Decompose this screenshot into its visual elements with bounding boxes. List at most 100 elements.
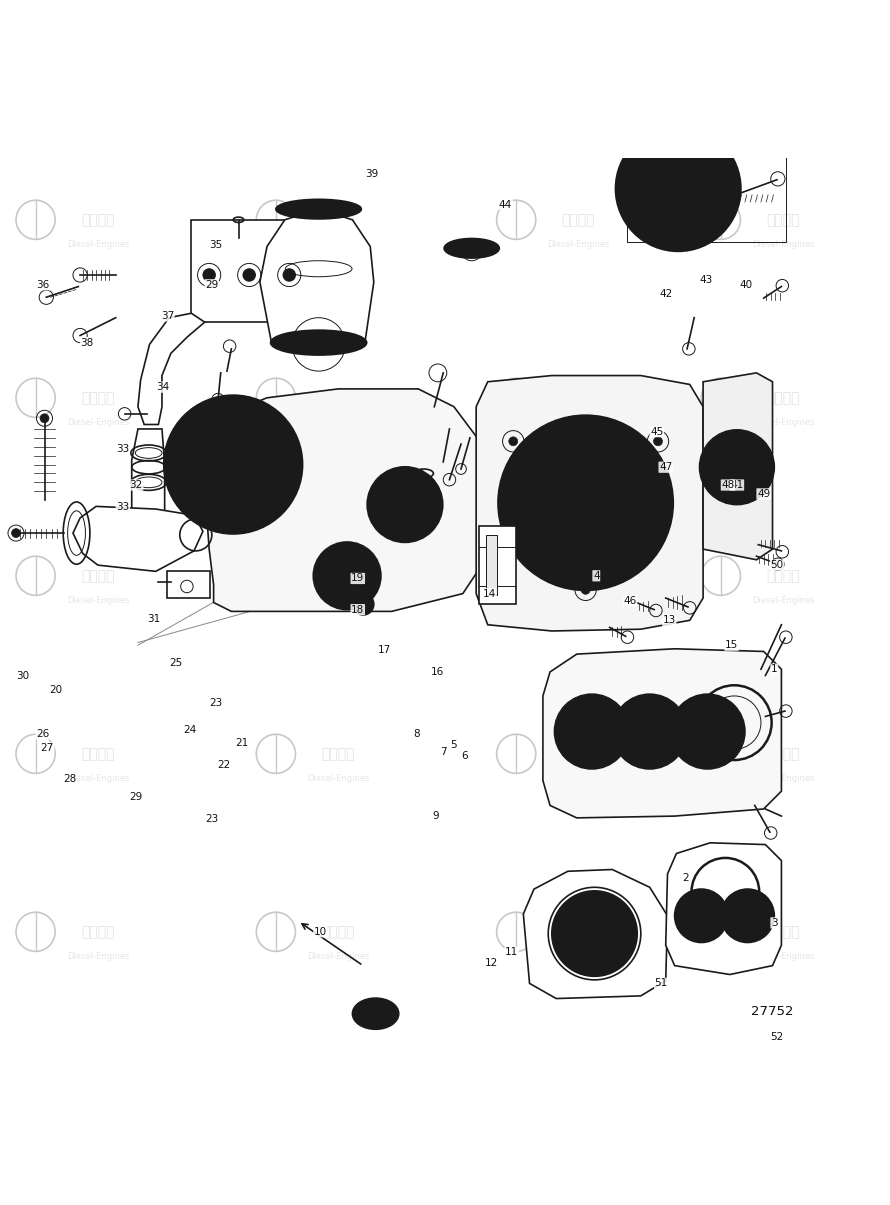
Text: 9: 9 xyxy=(433,811,440,821)
Text: 30: 30 xyxy=(17,671,29,681)
Circle shape xyxy=(313,542,381,610)
Text: Diesel-Engines: Diesel-Engines xyxy=(547,775,610,783)
Circle shape xyxy=(700,430,774,505)
Text: Diesel-Engines: Diesel-Engines xyxy=(67,596,129,605)
Polygon shape xyxy=(73,506,203,571)
Text: 紫发动力: 紫发动力 xyxy=(562,747,595,760)
Text: 23: 23 xyxy=(206,813,218,824)
Text: 4: 4 xyxy=(593,571,600,581)
Text: Diesel-Engines: Diesel-Engines xyxy=(752,418,814,428)
Circle shape xyxy=(368,468,442,542)
Text: 21: 21 xyxy=(236,739,248,748)
Text: 27: 27 xyxy=(41,742,53,753)
Text: 38: 38 xyxy=(81,337,93,347)
Text: Diesel-Engines: Diesel-Engines xyxy=(307,418,369,428)
Text: 紫发动力: 紫发动力 xyxy=(766,569,800,583)
Polygon shape xyxy=(260,210,374,342)
Text: 7: 7 xyxy=(440,747,447,757)
Text: 紫发动力: 紫发动力 xyxy=(81,924,115,939)
Text: 43: 43 xyxy=(700,275,712,286)
Circle shape xyxy=(612,694,687,769)
Text: 5: 5 xyxy=(450,740,457,750)
Text: Diesel-Engines: Diesel-Engines xyxy=(67,418,129,428)
Text: 紫发动力: 紫发动力 xyxy=(81,390,115,405)
Text: 紫发动力: 紫发动力 xyxy=(766,747,800,760)
Text: 33: 33 xyxy=(117,502,129,512)
Circle shape xyxy=(616,127,740,251)
Text: 18: 18 xyxy=(352,605,364,615)
Circle shape xyxy=(721,889,774,942)
Text: Diesel-Engines: Diesel-Engines xyxy=(752,775,814,783)
Bar xyxy=(486,535,497,595)
Text: 紫发动力: 紫发动力 xyxy=(766,213,800,227)
Text: 48: 48 xyxy=(722,480,734,490)
Circle shape xyxy=(552,890,637,976)
Text: 6: 6 xyxy=(461,751,468,760)
Circle shape xyxy=(466,245,477,255)
Text: 紫发动力: 紫发动力 xyxy=(321,569,355,583)
Text: 49: 49 xyxy=(757,489,770,499)
Text: 3: 3 xyxy=(771,918,778,928)
Text: Diesel-Engines: Diesel-Engines xyxy=(547,952,610,962)
Text: 紫发动力: 紫发动力 xyxy=(766,924,800,939)
Circle shape xyxy=(40,413,49,423)
Text: Diesel-Engines: Diesel-Engines xyxy=(307,596,369,605)
Ellipse shape xyxy=(352,998,399,1029)
Text: Diesel-Engines: Diesel-Engines xyxy=(547,418,610,428)
Text: 27752: 27752 xyxy=(751,1005,794,1018)
Text: 34: 34 xyxy=(157,382,169,392)
Text: 52: 52 xyxy=(771,1031,783,1042)
Bar xyxy=(191,219,320,322)
Text: 35: 35 xyxy=(210,240,222,249)
Text: 13: 13 xyxy=(663,616,676,625)
Circle shape xyxy=(509,437,518,446)
Text: 23: 23 xyxy=(210,698,222,709)
Text: 20: 20 xyxy=(50,684,62,695)
Text: 24: 24 xyxy=(183,724,196,735)
Text: Diesel-Engines: Diesel-Engines xyxy=(547,596,610,605)
Text: 26: 26 xyxy=(36,729,49,739)
Text: 紫发动力: 紫发动力 xyxy=(562,924,595,939)
Circle shape xyxy=(670,694,745,769)
Polygon shape xyxy=(138,313,205,424)
Text: Diesel-Engines: Diesel-Engines xyxy=(307,240,369,249)
Text: Diesel-Engines: Diesel-Engines xyxy=(547,240,610,249)
Text: 12: 12 xyxy=(485,958,498,968)
Text: 紫发动力: 紫发动力 xyxy=(81,213,115,227)
Text: 41: 41 xyxy=(731,480,743,490)
Text: 8: 8 xyxy=(413,729,420,739)
Text: Diesel-Engines: Diesel-Engines xyxy=(67,775,129,783)
Text: 29: 29 xyxy=(130,792,142,801)
Text: 紫发动力: 紫发动力 xyxy=(81,747,115,760)
Text: 39: 39 xyxy=(366,169,378,178)
Text: 31: 31 xyxy=(148,613,160,623)
Bar xyxy=(167,571,210,598)
Text: 紫发动力: 紫发动力 xyxy=(321,390,355,405)
Circle shape xyxy=(675,889,728,942)
Bar xyxy=(479,525,516,604)
Text: 33: 33 xyxy=(117,445,129,454)
Text: 46: 46 xyxy=(624,595,636,606)
Text: Diesel-Engines: Diesel-Engines xyxy=(67,240,129,249)
Text: 29: 29 xyxy=(206,280,218,289)
Text: 14: 14 xyxy=(483,588,496,599)
Circle shape xyxy=(653,437,662,446)
Text: 1: 1 xyxy=(771,664,778,675)
Text: 紫发动力: 紫发动力 xyxy=(562,213,595,227)
Text: 19: 19 xyxy=(352,574,364,583)
Text: 15: 15 xyxy=(725,640,738,651)
Text: 40: 40 xyxy=(740,280,752,289)
Text: Diesel-Engines: Diesel-Engines xyxy=(307,952,369,962)
Text: 36: 36 xyxy=(36,280,49,289)
Text: 50: 50 xyxy=(771,560,783,570)
Text: 25: 25 xyxy=(170,658,182,668)
Polygon shape xyxy=(703,372,773,560)
Circle shape xyxy=(243,269,255,281)
Text: 16: 16 xyxy=(432,666,444,677)
Text: 紫发动力: 紫发动力 xyxy=(562,569,595,583)
Text: 44: 44 xyxy=(499,200,512,210)
Text: 紫发动力: 紫发动力 xyxy=(766,390,800,405)
Text: 10: 10 xyxy=(314,927,327,936)
Circle shape xyxy=(498,416,673,590)
Text: 11: 11 xyxy=(506,947,518,957)
